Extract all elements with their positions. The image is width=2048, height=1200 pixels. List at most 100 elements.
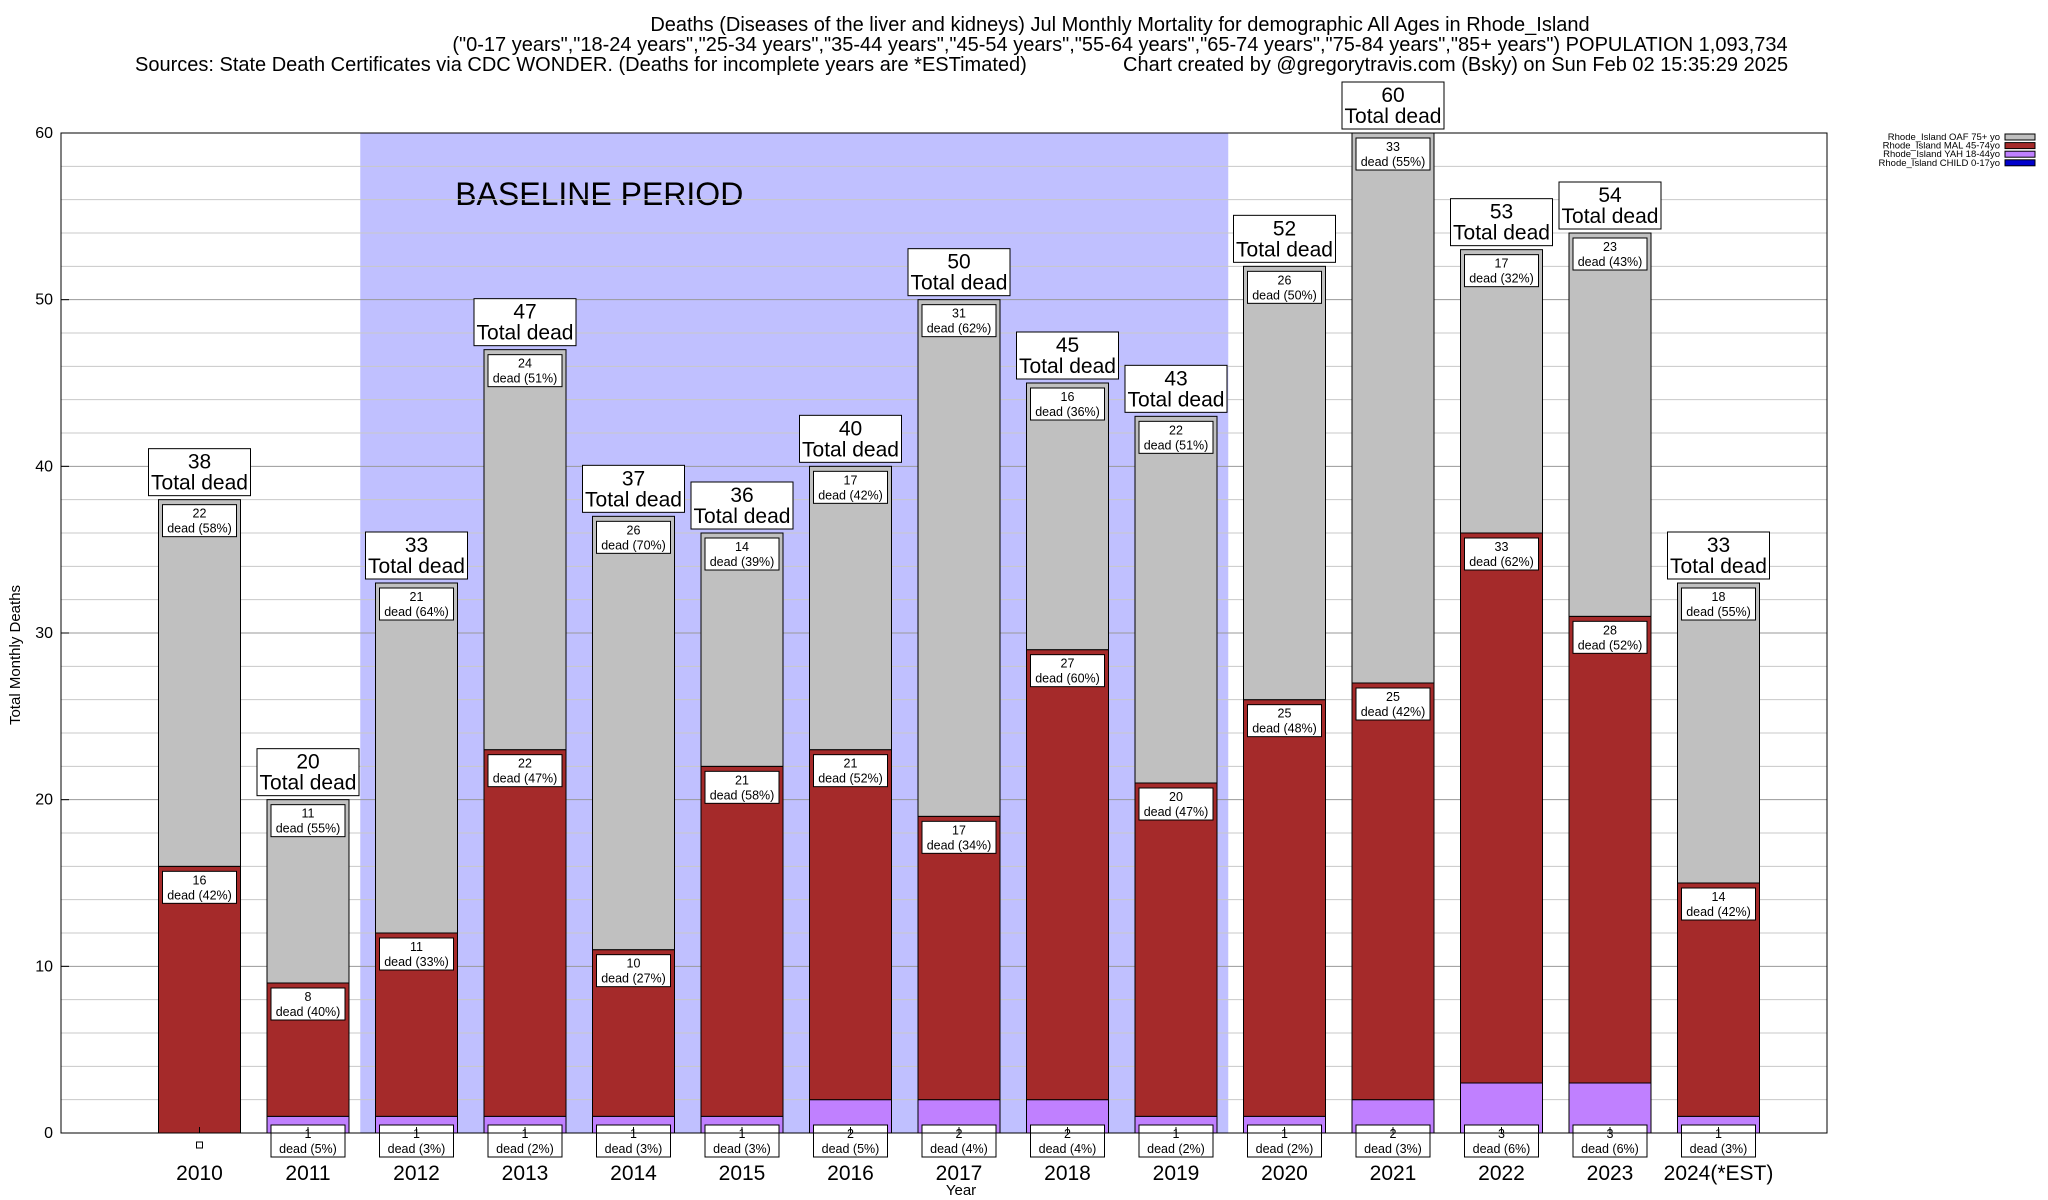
bar-segment bbox=[375, 582, 458, 934]
segment-label-value: 1 bbox=[413, 1127, 420, 1141]
total-label-value: 36 bbox=[730, 484, 753, 507]
bar-segment bbox=[700, 765, 784, 1117]
total-label-box bbox=[1341, 81, 1445, 130]
x-tick-label: 2021 bbox=[1370, 1162, 1417, 1185]
bar-segment bbox=[1134, 782, 1218, 1117]
segment-label-pct: dead (2%) bbox=[1147, 1142, 1205, 1156]
total-label-text: Total dead bbox=[1019, 355, 1116, 378]
segment-label-value: 1 bbox=[1281, 1127, 1288, 1141]
segment-label-value: 21 bbox=[844, 757, 858, 771]
segment-label-value: 2 bbox=[1064, 1127, 1071, 1141]
y-axis-label: Total Monthly Deaths bbox=[7, 585, 24, 725]
total-label-value: 47 bbox=[513, 301, 536, 324]
bar-segment bbox=[1026, 649, 1109, 1101]
title-line-1: Deaths (Diseases of the liver and kidney… bbox=[650, 14, 1589, 36]
segment-label-pct: dead (39%) bbox=[710, 555, 775, 569]
segment-label-value: 11 bbox=[410, 940, 423, 954]
total-label-box bbox=[1233, 214, 1336, 263]
bar-segment bbox=[809, 465, 892, 751]
segment-label-value: 2 bbox=[847, 1127, 854, 1141]
segment-label-box bbox=[813, 470, 888, 504]
segment-label-box bbox=[379, 937, 454, 971]
segment-label-pct: dead (47%) bbox=[1144, 805, 1209, 819]
total-label-text: Total dead bbox=[1345, 105, 1442, 128]
total-label-box bbox=[365, 531, 468, 580]
title-line-3-credit: Chart created by @gregorytravis.com (Bsk… bbox=[1123, 54, 1788, 76]
bar-segment bbox=[1243, 265, 1326, 701]
total-label-text: Total dead bbox=[802, 438, 899, 461]
legend-label: Rhode_Island MAL 45-74yo bbox=[1883, 141, 2000, 152]
segment-label-box bbox=[1572, 620, 1648, 654]
segment-label-box bbox=[487, 754, 563, 788]
segment-label-box bbox=[1464, 1124, 1539, 1158]
y-tick-label: 0 bbox=[44, 1125, 53, 1142]
segment-label-pct: dead (3%) bbox=[1690, 1142, 1748, 1156]
bar-segment bbox=[1243, 699, 1326, 1117]
segment-label-pct: dead (52%) bbox=[818, 772, 883, 786]
total-label-value: 43 bbox=[1164, 367, 1187, 390]
segment-label-box bbox=[1138, 420, 1214, 454]
bar-segment bbox=[1568, 615, 1652, 1084]
title-line-2: ("0-17 years","18-24 years","25-34 years… bbox=[452, 34, 1787, 56]
legend-swatch bbox=[2004, 150, 2036, 158]
total-label-text: Total dead bbox=[911, 272, 1008, 295]
segment-label-box bbox=[162, 504, 237, 538]
segment-label-value: 16 bbox=[1061, 390, 1075, 404]
empty-segment-marker bbox=[196, 1141, 203, 1149]
total-label-box bbox=[907, 248, 1011, 297]
segment-label-value: 22 bbox=[1169, 423, 1183, 437]
bar-segment bbox=[592, 515, 675, 951]
bar-segment bbox=[917, 815, 1001, 1101]
total-label-text: Total dead bbox=[151, 472, 248, 495]
bar-segment bbox=[917, 299, 1001, 817]
segment-label-pct: dead (62%) bbox=[927, 322, 992, 336]
segment-label-value: 17 bbox=[844, 473, 858, 487]
segment-label-pct: dead (6%) bbox=[1581, 1142, 1639, 1156]
segment-label-box bbox=[1247, 704, 1322, 738]
segment-label-value: 1 bbox=[522, 1127, 529, 1141]
bar-segment bbox=[700, 532, 784, 767]
segment-label-value: 2 bbox=[956, 1127, 963, 1141]
bar-segment bbox=[809, 749, 892, 1101]
segment-label-pct: dead (62%) bbox=[1469, 555, 1534, 569]
x-tick-label: 2024(*EST) bbox=[1664, 1162, 1774, 1185]
title-line-3-sources: Sources: State Death Certificates via CD… bbox=[135, 54, 1027, 76]
total-label-text: Total dead bbox=[260, 772, 357, 795]
y-tick-label: 30 bbox=[35, 625, 53, 642]
segment-label-box bbox=[1355, 137, 1431, 171]
segment-label-value: 33 bbox=[1386, 140, 1400, 154]
segment-label-value: 8 bbox=[305, 990, 312, 1004]
segment-label-box bbox=[1030, 654, 1105, 688]
segment-label-box bbox=[704, 770, 780, 804]
segment-label-pct: dead (6%) bbox=[1473, 1142, 1531, 1156]
segment-label-box bbox=[1464, 254, 1539, 288]
segment-label-pct: dead (33%) bbox=[384, 955, 449, 969]
y-tick-label: 40 bbox=[35, 458, 53, 475]
segment-label-value: 27 bbox=[1061, 657, 1075, 671]
segment-label-box bbox=[270, 804, 346, 838]
segment-label-value: 1 bbox=[739, 1127, 746, 1141]
